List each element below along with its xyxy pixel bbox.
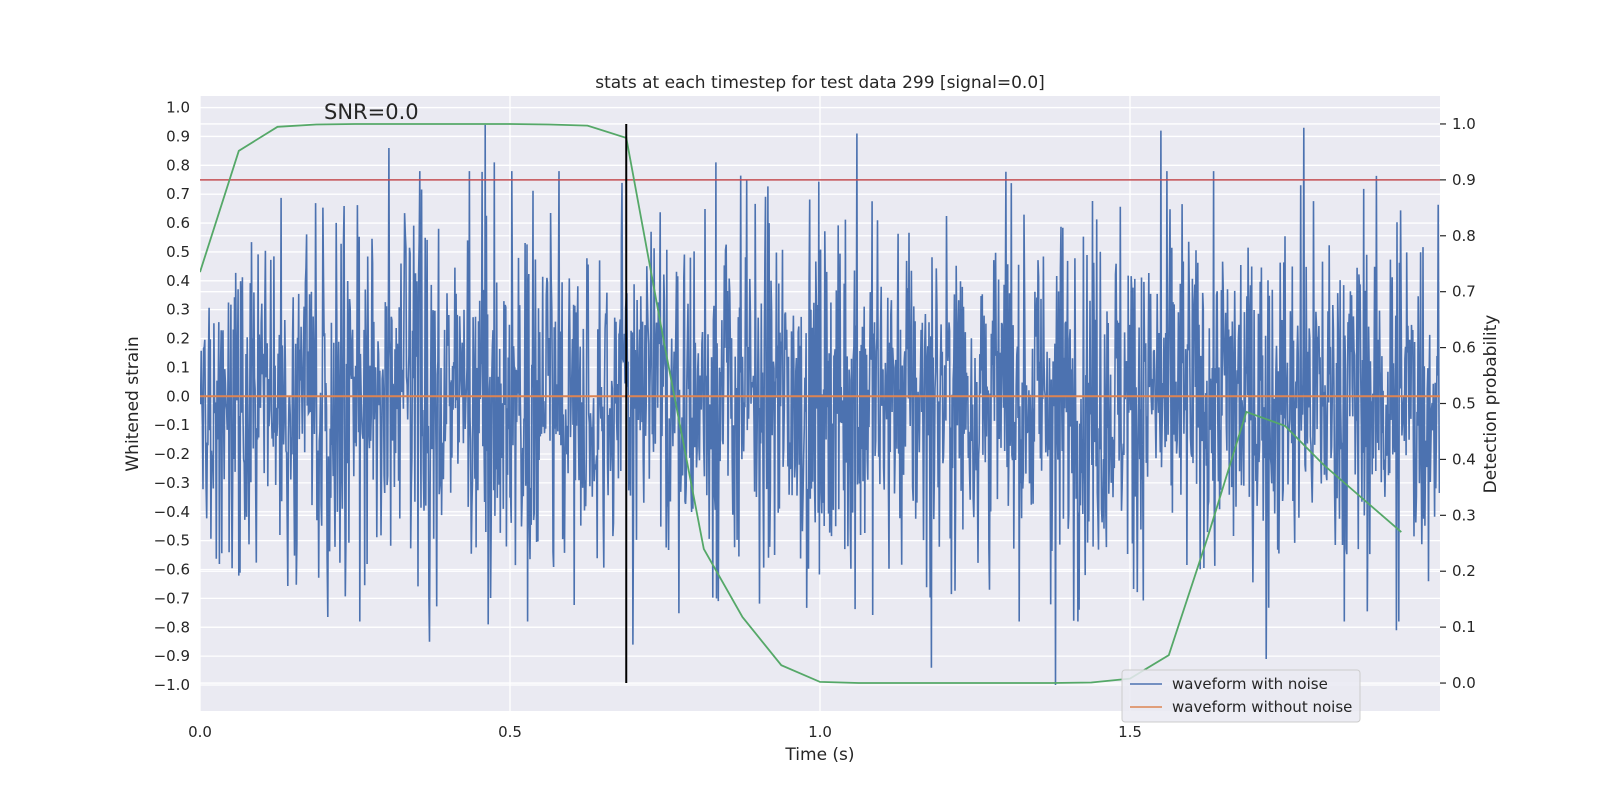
series-detection-probability [200,123,1402,684]
series-waveform-with-noise [200,124,1440,686]
y-tick-label: −0.7 [154,589,190,607]
y-tick-label: 1.0 [166,99,190,117]
y2-tick-label: 0.2 [1452,562,1476,580]
y2-tick-label: 1.0 [1452,115,1476,133]
y-tick-label: −0.5 [154,532,190,550]
y-tick-label: −0.2 [154,445,190,463]
y-tick-label: 0.9 [166,127,190,145]
y-tick-label: −0.6 [154,561,190,579]
x-tick-label: 1.0 [808,723,832,741]
x-tick-label: 0.0 [188,723,212,741]
y-tick-label: −0.9 [154,647,190,665]
x-axis-label: Time (s) [784,745,854,765]
y-tick-label: 0.7 [166,185,190,203]
legend-label-noise: waveform with noise [1172,675,1328,693]
y-tick-label: −0.8 [154,618,190,636]
y2-tick-label: 0.4 [1452,450,1476,468]
legend: waveform with noise waveform without noi… [1121,669,1361,723]
y-axis-label: Whitened strain [123,336,143,471]
legend-box [1121,669,1361,723]
y2-tick-label: 0.7 [1452,283,1476,301]
x-tick-label: 1.5 [1118,723,1142,741]
y2-tick-label: 0.0 [1452,674,1476,692]
y-tick-label: −1.0 [154,676,190,694]
y-tick-label: 0.5 [166,243,190,261]
y2-tick-label: 0.9 [1452,171,1476,189]
y-tick-label: 0.2 [166,330,190,348]
y-tick-label: −0.4 [154,503,190,521]
y2-tick-label: 0.1 [1452,618,1476,636]
y-tick-label: 0.0 [166,387,190,405]
y2-axis-label: Detection probability [1481,315,1501,494]
y2-tick-label: 0.3 [1452,506,1476,524]
y-tick-label: −0.1 [154,416,190,434]
y-axis-ticks: −1.0 −0.9 −0.8 −0.7 −0.6 −0.5 −0.4 −0.3 −0.2 −0.1… [154,99,190,694]
y-tick-label: 0.6 [166,214,190,232]
y2-axis-ticks: 0.0 0.1 0.2 0.3 0.4 0.5 0.6 0.7 0.8 0.9 1.0 [1440,115,1476,692]
y2-tick-label: 0.8 [1452,227,1476,245]
x-axis-ticks: 0.0 0.5 1.0 1.5 [188,723,1142,741]
legend-label-clean: waveform without noise [1172,698,1352,716]
y-tick-label: −0.3 [154,474,190,492]
y-tick-label: 0.8 [166,156,190,174]
snr-annotation: SNR=0.0 [324,100,419,124]
y2-tick-label: 0.6 [1452,339,1476,357]
plot-series [200,123,1440,686]
chart-title: stats at each timestep for test data 299… [595,73,1045,93]
x-tick-label: 0.5 [498,723,522,741]
y-tick-label: 0.4 [166,272,190,290]
y2-tick-label: 0.5 [1452,395,1476,413]
y-tick-label: 0.1 [166,358,190,376]
y-tick-label: 0.3 [166,301,190,319]
